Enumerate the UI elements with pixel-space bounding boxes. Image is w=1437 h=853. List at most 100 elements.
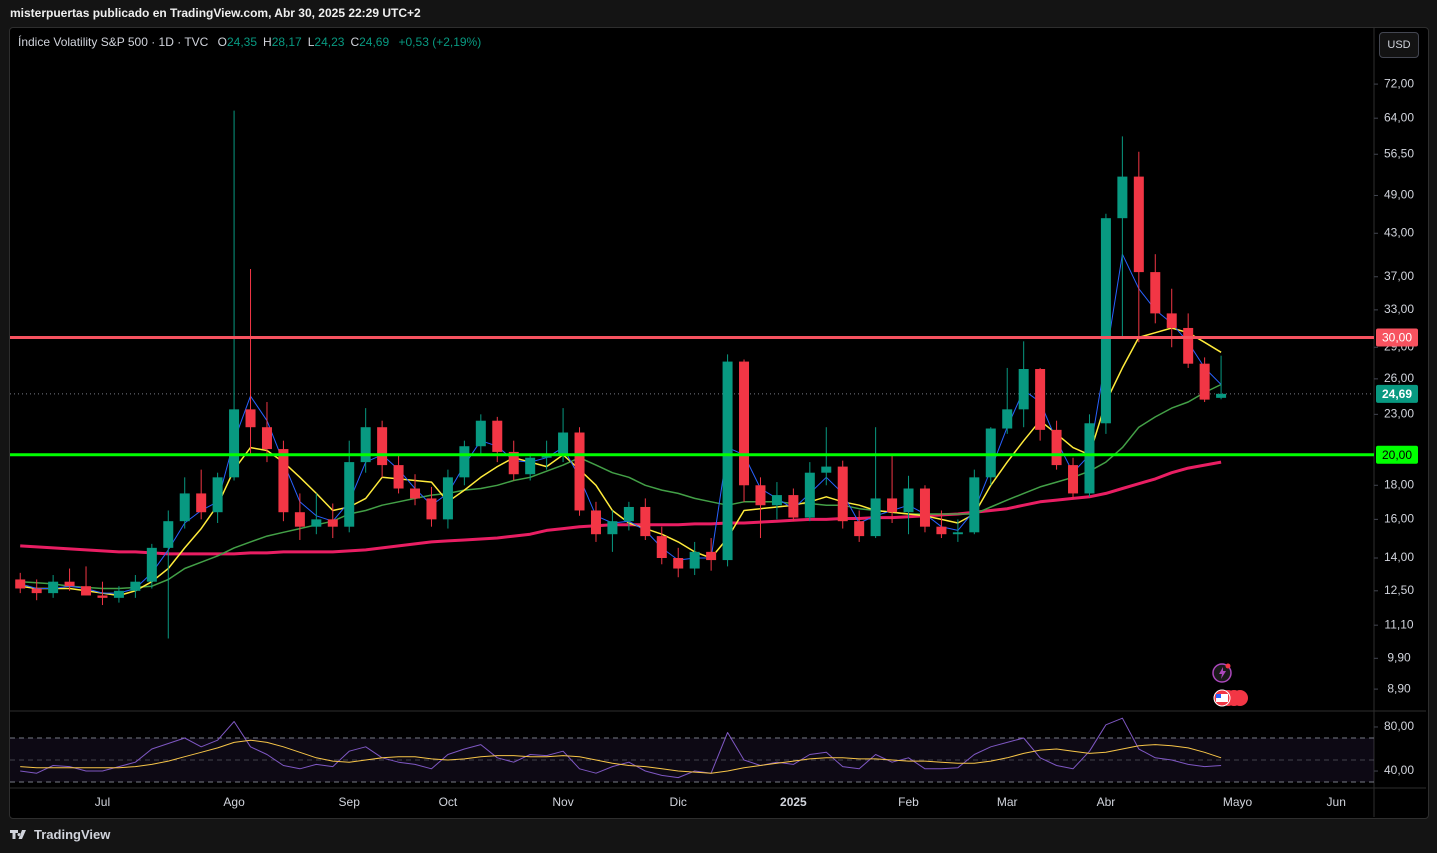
candle-body — [969, 477, 980, 533]
candle-body — [81, 586, 92, 596]
candle-body — [887, 498, 898, 513]
candle-body — [739, 361, 750, 486]
x-tick-label: Nov — [552, 795, 573, 809]
candle-body — [1199, 363, 1210, 400]
candle-body — [689, 551, 700, 569]
candle-body — [475, 420, 486, 447]
candle-body — [952, 532, 963, 535]
x-tick-label: Ago — [223, 795, 245, 809]
candle-body — [673, 558, 684, 569]
y-tick-label: 40,00 — [1384, 763, 1414, 777]
candle-body — [870, 498, 881, 537]
candle-body — [212, 477, 223, 513]
y-tick-label: 23,00 — [1384, 407, 1414, 421]
footer-logo: TradingView — [34, 827, 111, 842]
footer-logo-mark — [10, 830, 26, 839]
candle-body — [623, 506, 634, 522]
candle-body — [179, 493, 190, 522]
candle-body — [245, 409, 256, 428]
candle-body — [426, 498, 437, 520]
candle-body — [130, 581, 141, 591]
candle-body — [1035, 369, 1046, 430]
candle-body — [656, 536, 667, 559]
candle-body — [1068, 465, 1079, 494]
candle-body — [508, 451, 519, 475]
y-tick-label: 64,00 — [1384, 110, 1414, 124]
x-tick-label: Jun — [1327, 795, 1346, 809]
candle-body — [360, 427, 371, 463]
candle-body — [1150, 272, 1161, 314]
candle-body — [985, 428, 996, 478]
horizontal-line-label: 20,00 — [1382, 448, 1412, 462]
candle-body — [278, 449, 289, 513]
x-tick-label: Oct — [439, 795, 458, 809]
y-tick-label: 26,00 — [1384, 371, 1414, 385]
candle-body — [327, 519, 338, 527]
candle-body — [113, 590, 124, 598]
candle-body — [229, 409, 240, 478]
candle-body — [459, 446, 470, 478]
ma-line — [20, 383, 1222, 590]
candle-body — [31, 588, 42, 594]
ohlc-key: L — [307, 35, 315, 49]
candle-body — [311, 519, 322, 527]
ohlc-value: 24,69 — [359, 35, 390, 49]
price-pane — [10, 110, 1374, 639]
ohlc-key: O — [217, 35, 227, 49]
y-tick-label: 72,00 — [1384, 76, 1414, 90]
candle-body — [1133, 176, 1144, 273]
candle-body — [48, 581, 59, 594]
candle-body — [1117, 176, 1128, 219]
candle-body — [574, 432, 585, 511]
y-tick-label: 12,50 — [1384, 583, 1414, 597]
y-tick-label: 80,00 — [1384, 719, 1414, 733]
candle-body — [97, 595, 108, 598]
lightning-icon — [1219, 667, 1226, 679]
event-icons — [1212, 663, 1248, 707]
ohlc-value: 24,23 — [314, 35, 345, 49]
x-tick-label: Sep — [339, 795, 361, 809]
logo-icon — [10, 830, 26, 839]
x-tick-label: Mayo — [1223, 795, 1253, 809]
event-dot — [1225, 663, 1231, 669]
candle-body — [344, 462, 355, 527]
symbol-legend: Índice Volatility S&P 500 · 1D · TVC O24… — [18, 35, 481, 49]
candle-body — [1183, 327, 1194, 364]
candle-body — [706, 551, 717, 561]
y-tick-label: 14,00 — [1384, 550, 1414, 564]
y-tick-label: 43,00 — [1384, 225, 1414, 239]
y-tick-label: 56,50 — [1384, 146, 1414, 160]
symbol-name: Índice Volatility S&P 500 · 1D · TVC — [18, 35, 209, 49]
y-tick-label: 11,10 — [1384, 617, 1413, 631]
candle-body — [64, 581, 75, 587]
candle-body — [1051, 429, 1062, 466]
ohlc-key: C — [350, 35, 360, 49]
y-tick-label: 9,90 — [1387, 650, 1411, 664]
candle-body — [821, 466, 832, 473]
x-tick-label: Feb — [898, 795, 919, 809]
byline: misterpuertas publicado en TradingView.c… — [10, 6, 421, 20]
candle-body — [837, 466, 848, 522]
ohlc-value: 24,35 — [227, 35, 258, 49]
candle-body — [196, 493, 207, 513]
candle-body — [771, 495, 782, 506]
rsi-pane — [10, 717, 1374, 783]
x-tick-label: Abr — [1097, 795, 1116, 809]
currency-button[interactable]: USD — [1379, 32, 1419, 58]
axes: 72,0064,0056,5049,0043,0037,0033,0029,00… — [95, 76, 1418, 809]
candle-body — [492, 420, 503, 452]
flag-canton — [1216, 694, 1221, 698]
ohlc-value: 28,17 — [271, 35, 302, 49]
candle-body — [755, 485, 766, 506]
candle-body — [294, 512, 305, 527]
candle-body — [442, 477, 453, 520]
x-tick-label: 2025 — [780, 795, 807, 809]
y-tick-label: 49,00 — [1384, 188, 1414, 202]
candle-body — [722, 361, 733, 561]
candle-body — [1002, 409, 1013, 429]
candle-body — [788, 495, 799, 518]
flag-stripes — [1216, 694, 1228, 702]
candle-body — [1166, 313, 1177, 328]
candle-body — [15, 579, 26, 589]
